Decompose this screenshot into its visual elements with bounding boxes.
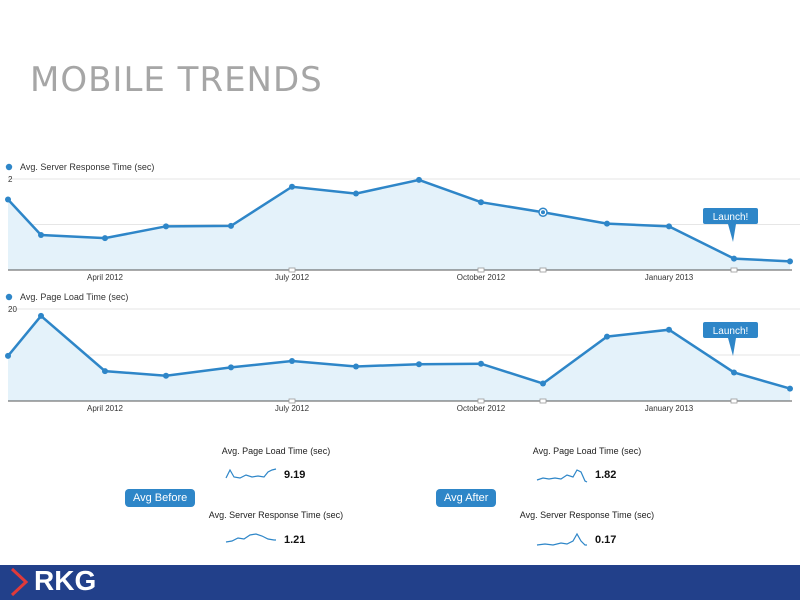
launch-callout-label: Launch! [713,326,749,337]
data-point [787,385,793,392]
before-server-value: 1.21 [284,534,306,546]
legend-marker [5,293,13,301]
y-tick-label: 20 [8,305,17,314]
data-point [5,352,11,359]
annotation-marker [477,267,485,273]
annotation-marker [288,267,296,273]
avg-after-button[interactable]: Avg After [436,489,497,507]
data-point [666,326,672,333]
annotation-marker [288,398,296,404]
series-area [8,179,790,270]
data-point [289,357,295,364]
after-server-value: 0.17 [595,534,617,546]
data-point [163,372,169,379]
data-point [228,222,234,229]
before-server-label: Avg. Server Response Time (sec) [208,510,344,520]
data-point [604,220,610,227]
launch-callout-pointer [728,338,736,356]
annotation-marker [477,398,485,404]
rkg-logo-text: RKG [34,565,96,596]
data-point [353,363,359,370]
data-point [5,196,11,203]
server-response-chart-svg: Avg. Server Response Time (sec)21April 2… [5,162,800,282]
annotation-marker [539,267,547,273]
x-tick-label: July 2012 [275,273,310,282]
data-point [731,255,737,262]
page-load-chart-svg: Avg. Page Load Time (sec)2010April 2012J… [5,292,800,413]
annotation-marker [730,267,738,273]
x-tick-label: January 2013 [645,273,694,282]
series-area [8,315,790,401]
after-server-label: Avg. Server Response Time (sec) [519,510,655,520]
after-server-sparkline [536,532,587,546]
data-point [102,235,108,242]
before-server-sparkline [225,533,276,543]
data-point [416,361,422,368]
data-point [38,312,44,319]
highlight-point-center [541,210,545,215]
data-point [228,364,234,371]
data-point [540,380,546,387]
legend-label: Avg. Server Response Time (sec) [20,162,154,172]
data-point [666,223,672,230]
before-page-load-value: 9.19 [284,469,306,481]
data-point [102,368,108,375]
data-point [353,190,359,197]
footer-bar: RKG [0,565,800,600]
data-point [289,183,295,190]
data-point [731,369,737,376]
after-page-load-value: 1.82 [595,469,617,481]
x-tick-label: January 2013 [645,404,694,413]
launch-callout-label: Launch! [713,212,749,223]
server-response-chart: Avg. Server Response Time (sec)21April 2… [0,158,800,286]
launch-callout [703,322,758,338]
after-page-load-sparkline [536,469,588,483]
annotation-marker [539,398,547,404]
x-tick-label: April 2012 [87,273,124,282]
legend-label: Avg. Page Load Time (sec) [20,292,128,302]
annotation-marker [730,398,738,404]
before-page-load-label: Avg. Page Load Time (sec) [221,446,331,456]
rkg-logo: RKG [10,565,96,597]
launch-callout [703,208,758,224]
x-tick-label: July 2012 [275,404,310,413]
series-line [7,314,791,390]
slide-title: MOBILE TRENDS [30,60,323,100]
y-tick-label: 2 [8,175,13,184]
data-point [478,360,484,367]
series-line [7,178,791,263]
data-point [163,223,169,230]
data-point [416,176,422,183]
data-point [38,231,44,238]
data-point [787,258,793,265]
avg-before-button[interactable]: Avg Before [125,489,196,507]
x-tick-label: October 2012 [457,273,506,282]
data-point [604,333,610,340]
launch-callout-pointer [728,224,736,242]
data-point [478,199,484,206]
x-tick-label: April 2012 [87,404,124,413]
x-tick-label: October 2012 [457,404,506,413]
page-load-chart: Avg. Page Load Time (sec)2010April 2012J… [0,288,800,418]
after-page-load-label: Avg. Page Load Time (sec) [532,446,642,456]
before-page-load-sparkline [225,468,277,479]
legend-marker [5,163,13,171]
